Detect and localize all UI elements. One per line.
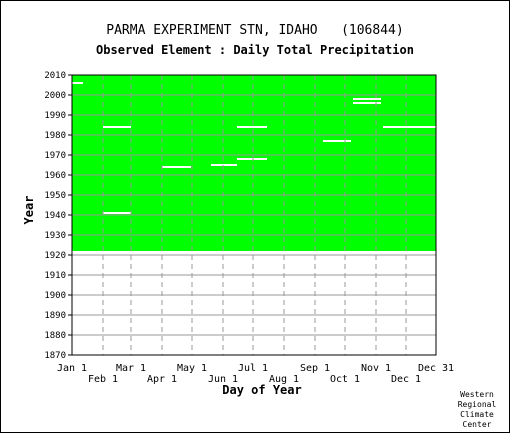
- credit-line-3: Climate: [460, 410, 494, 419]
- y-tick-label: 2000: [44, 91, 66, 101]
- grid-lines: [71, 74, 437, 356]
- x-axis-ticks: Jan 1 Mar 1 May 1 Jul 1 Sep 1 Nov 1 Dec 31 Feb …: [57, 363, 454, 385]
- y-tick-label: 1970: [44, 151, 66, 161]
- x-tick-label: Mar 1: [116, 363, 146, 374]
- y-tick-label: 1980: [44, 131, 66, 141]
- wrcc-credit: Western Regional Climate Center: [452, 390, 502, 430]
- chart-subtitle: Observed Element : Daily Total Precipita…: [96, 43, 414, 57]
- plot-area: [72, 75, 436, 254]
- missing-data-segment: [383, 126, 436, 128]
- y-tick-label: 1940: [44, 211, 66, 221]
- x-tick-label: Jan 1: [57, 363, 87, 374]
- x-tick-label: Oct 1: [330, 374, 360, 385]
- x-tick-label: Aug 1: [269, 374, 299, 385]
- x-tick-label: Jun 1: [208, 374, 238, 385]
- missing-data-segment: [353, 102, 381, 104]
- y-axis-ticks: 2010 2000 1990 1980 1970 1960 1950 1940 1930 1920…: [44, 71, 72, 361]
- credit-line-2: Regional: [457, 400, 497, 409]
- y-axis-label: Year: [22, 196, 36, 225]
- x-tick-label: Dec 1: [391, 374, 421, 385]
- y-tick-label: 1880: [44, 331, 66, 341]
- missing-data-segment: [211, 164, 237, 166]
- credit-line-4: Center: [462, 420, 492, 429]
- y-tick-label: 1870: [44, 351, 66, 361]
- y-tick-label: 1960: [44, 171, 66, 181]
- x-tick-label: Apr 1: [147, 374, 177, 385]
- y-tick-label: 1890: [44, 311, 66, 321]
- data-coverage-region: [72, 75, 436, 251]
- missing-data-segment: [237, 126, 267, 128]
- missing-data-segment: [103, 212, 131, 214]
- x-tick-label: Jul 1: [238, 363, 268, 374]
- x-tick-label: Feb 1: [88, 374, 118, 385]
- missing-data-segment: [103, 126, 131, 128]
- y-tick-label: 1990: [44, 111, 66, 121]
- missing-data-segment: [237, 158, 267, 160]
- y-tick-label: 1910: [44, 271, 66, 281]
- missing-data-segment: [162, 166, 191, 168]
- y-tick-label: 1920: [44, 251, 66, 261]
- x-tick-label: Dec 31: [418, 363, 454, 374]
- x-tick-label: Sep 1: [300, 363, 330, 374]
- x-tick-label: Nov 1: [361, 363, 391, 374]
- x-tick-label: May 1: [177, 363, 207, 374]
- chart-title: PARMA EXPERIMENT STN, IDAHO (106844): [106, 23, 404, 38]
- missing-data-segment: [351, 252, 436, 254]
- missing-data-segment: [72, 82, 83, 84]
- credit-line-1: Western: [460, 390, 494, 399]
- y-tick-label: 2010: [44, 71, 66, 81]
- y-tick-label: 1950: [44, 191, 66, 201]
- missing-data-segment: [323, 140, 351, 142]
- x-axis-label: Day of Year: [222, 383, 301, 397]
- y-tick-label: 1930: [44, 231, 66, 241]
- missing-data-segment: [353, 98, 381, 100]
- y-tick-label: 1900: [44, 291, 66, 301]
